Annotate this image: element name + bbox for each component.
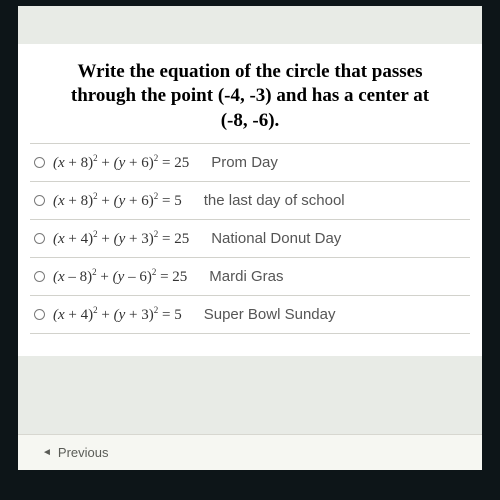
question-card: Write the equation of the circle that pa… — [18, 44, 482, 356]
radio-icon[interactable] — [34, 157, 45, 168]
radio-icon[interactable] — [34, 309, 45, 320]
option-row[interactable]: (x – 8)2 + (y – 6)2 = 25 Mardi Gras — [30, 258, 470, 296]
previous-label: Previous — [58, 445, 109, 460]
radio-icon[interactable] — [34, 233, 45, 244]
option-label: Super Bowl Sunday — [204, 306, 336, 323]
nav-footer: ◄ Previous — [18, 434, 482, 470]
option-equation: (x – 8)2 + (y – 6)2 = 25 — [53, 267, 187, 286]
options-list: (x + 8)2 + (y + 6)2 = 25 Prom Day (x + 8… — [30, 143, 470, 334]
option-equation: (x + 4)2 + (y + 3)2 = 5 — [53, 305, 182, 324]
option-label: Prom Day — [211, 154, 278, 171]
option-equation: (x + 8)2 + (y + 6)2 = 25 — [53, 153, 189, 172]
option-label: Mardi Gras — [209, 268, 283, 285]
option-equation: (x + 8)2 + (y + 6)2 = 5 — [53, 191, 182, 210]
option-row[interactable]: (x + 8)2 + (y + 6)2 = 25 Prom Day — [30, 144, 470, 182]
option-equation: (x + 4)2 + (y + 3)2 = 25 — [53, 229, 189, 248]
option-label: the last day of school — [204, 192, 345, 209]
caret-left-icon: ◄ — [42, 447, 52, 458]
option-row[interactable]: (x + 8)2 + (y + 6)2 = 5 the last day of … — [30, 182, 470, 220]
option-row[interactable]: (x + 4)2 + (y + 3)2 = 25 National Donut … — [30, 220, 470, 258]
option-row[interactable]: (x + 4)2 + (y + 3)2 = 5 Super Bowl Sunda… — [30, 296, 470, 334]
monitor-bezel: Write the equation of the circle that pa… — [0, 0, 500, 500]
question-text: Write the equation of the circle that pa… — [60, 60, 440, 133]
radio-icon[interactable] — [34, 271, 45, 282]
radio-icon[interactable] — [34, 195, 45, 206]
option-label: National Donut Day — [211, 230, 341, 247]
previous-button[interactable]: ◄ Previous — [42, 445, 108, 460]
